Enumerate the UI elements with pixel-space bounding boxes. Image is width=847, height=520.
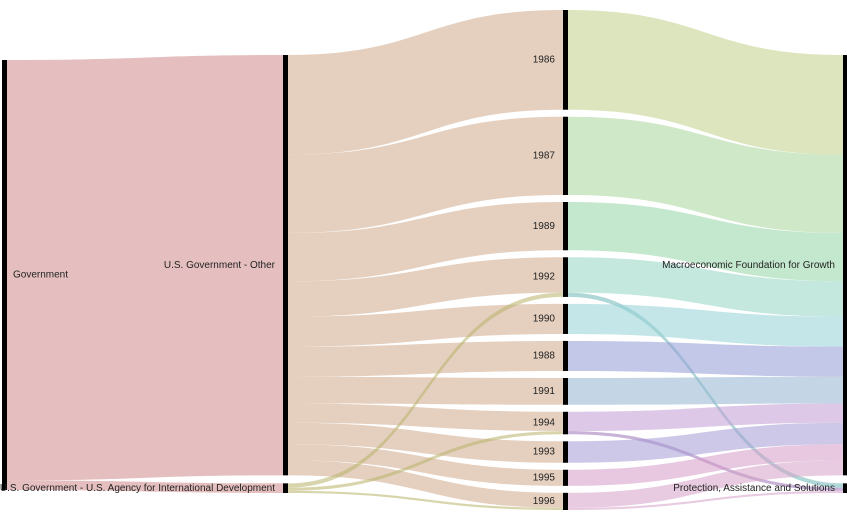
sankey-nodes (2, 10, 847, 510)
node-usg_other (283, 55, 288, 476)
node-label-y1988: 1988 (533, 351, 556, 362)
link-usaid-to-y1994 (288, 431, 563, 491)
link-y1991-to-macro (568, 376, 843, 405)
link-y1995-to-macro (568, 444, 843, 486)
sankey-labels: Government U.S. Government - Other U.S. Go… (0, 55, 835, 508)
link-y1989-to-macro (568, 202, 843, 282)
node-y1995 (563, 469, 568, 486)
link-y1987-to-macro (568, 116, 843, 234)
node-gov (2, 60, 7, 490)
node-label-protect: Protection, Assistance and Solutions (673, 483, 835, 494)
link-usg_other-to-y1993 (288, 422, 563, 463)
link-y1992-to-macro (568, 257, 843, 317)
link-y1990-to-macro (568, 303, 843, 347)
sankey-links (7, 10, 843, 510)
node-label-y1991: 1991 (533, 386, 556, 397)
link-y1993-to-macro (568, 422, 843, 463)
node-label-y1995: 1995 (533, 472, 556, 483)
node-y1996 (563, 492, 568, 510)
link-y1988-to-macro (568, 340, 843, 377)
node-y1986 (563, 10, 568, 110)
link-y1986-to-macro (568, 10, 843, 155)
node-y1990 (563, 303, 568, 334)
node-label-y1996: 1996 (533, 496, 556, 507)
node-label-usg_other: U.S. Government - Other (164, 260, 276, 271)
link-usg_other-to-y1988 (288, 340, 563, 377)
node-label-gov: Government (13, 270, 68, 281)
node-macro (843, 55, 847, 476)
link-usaid-to-y1992 (288, 292, 563, 488)
link-gov-to-usg_other (7, 55, 283, 481)
link-usg_other-to-y1994 (288, 403, 563, 432)
link-y1996-to-macro (568, 460, 843, 508)
node-protect (843, 483, 847, 493)
node-label-y1986: 1986 (533, 55, 556, 66)
node-y1994 (563, 411, 568, 435)
link-usg_other-to-y1987 (288, 116, 563, 234)
node-label-y1990: 1990 (533, 314, 556, 325)
link-usg_other-to-y1996 (288, 460, 563, 508)
node-y1988 (563, 340, 568, 371)
link-usg_other-to-y1989 (288, 202, 563, 282)
node-y1987 (563, 116, 568, 196)
link-usg_other-to-y1986 (288, 10, 563, 155)
link-usaid-to-y1996 (288, 490, 563, 510)
node-y1989 (563, 202, 568, 251)
link-y1996-to-protect (568, 490, 843, 510)
node-label-y1994: 1994 (533, 418, 556, 429)
node-y1992 (563, 257, 568, 297)
node-y1991 (563, 377, 568, 405)
node-label-y1989: 1989 (533, 221, 556, 232)
node-label-y1992: 1992 (533, 272, 556, 283)
link-usg_other-to-y1992 (288, 257, 563, 317)
link-y1994-to-macro (568, 403, 843, 432)
node-usaid (283, 483, 288, 493)
node-label-usaid: U.S. Government - U.S. Agency for Intern… (0, 483, 275, 494)
node-label-macro: Macroeconomic Foundation for Growth (662, 260, 835, 271)
node-label-y1993: 1993 (533, 447, 556, 458)
link-usg_other-to-y1995 (288, 444, 563, 486)
node-label-y1987: 1987 (533, 151, 556, 162)
node-y1993 (563, 441, 568, 463)
link-gov-to-usaid (7, 480, 283, 493)
